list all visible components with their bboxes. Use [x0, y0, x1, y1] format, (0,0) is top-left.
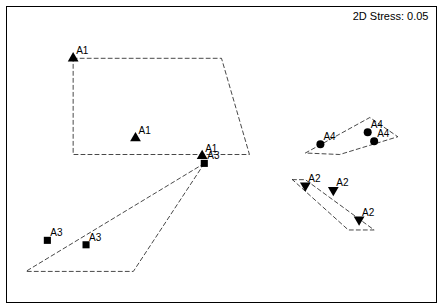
- svg-text:A4: A4: [377, 128, 390, 139]
- svg-text:2D Stress: 0.05: 2D Stress: 0.05: [353, 10, 429, 22]
- svg-text:A1: A1: [205, 143, 218, 154]
- svg-text:A3: A3: [50, 227, 63, 238]
- svg-text:A3: A3: [89, 232, 102, 243]
- svg-text:A2: A2: [308, 173, 321, 184]
- svg-text:A4: A4: [370, 119, 383, 131]
- svg-text:A2: A2: [336, 177, 349, 188]
- svg-text:A1: A1: [139, 125, 152, 136]
- svg-text:A1: A1: [76, 45, 89, 56]
- svg-text:A3: A3: [207, 150, 220, 161]
- svg-text:A4: A4: [323, 131, 336, 142]
- svg-text:A2: A2: [362, 207, 375, 218]
